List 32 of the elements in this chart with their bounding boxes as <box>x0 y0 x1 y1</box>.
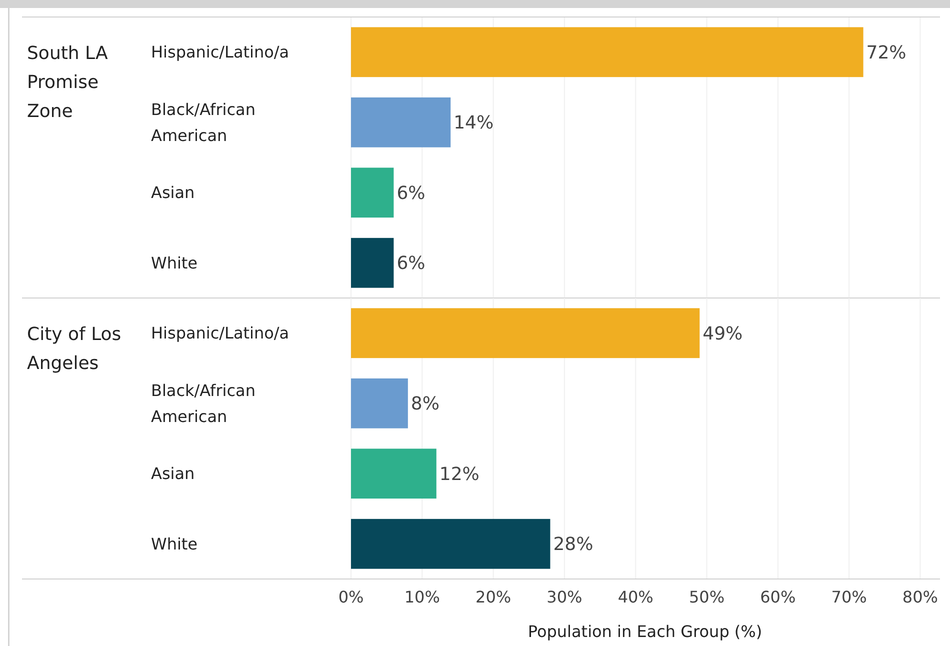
bar <box>351 448 436 499</box>
y-tick-label: Asian <box>151 464 195 484</box>
data-label: 14% <box>454 112 494 134</box>
bar <box>351 308 700 358</box>
data-label: 49% <box>702 323 743 344</box>
data-label: 6% <box>396 182 426 204</box>
x-tick-label: 30% <box>546 587 582 606</box>
x-tick-label: 50% <box>688 587 725 606</box>
x-tick-label: 80% <box>902 587 938 606</box>
bar <box>351 378 408 428</box>
y-tick-label: White <box>151 253 198 272</box>
y-tick-label: Hispanic/Latino/a <box>151 42 290 62</box>
text: City of Los Angeles <box>27 324 122 374</box>
text: South LA Promise Zone <box>27 43 108 122</box>
x-tick-label: 40% <box>618 587 654 606</box>
y-tick-label: Hispanic/Latino/a <box>151 324 290 343</box>
bar <box>351 518 550 569</box>
data-label: 8% <box>410 394 440 415</box>
y-tick-label: Black/African American <box>151 100 256 145</box>
x-tick-label: 70% <box>831 587 867 606</box>
x-tick-label: 20% <box>476 587 512 606</box>
y-tick-label: White <box>151 534 198 554</box>
x-tick-label: 0% <box>338 587 364 606</box>
y-tick-label: Asian <box>151 183 195 202</box>
y-tick-label: Black/African American <box>151 380 256 426</box>
x-tick-label: 60% <box>760 587 796 606</box>
data-label: 72% <box>866 42 906 64</box>
x-tick-label: 10% <box>404 587 440 606</box>
data-label: 28% <box>553 534 594 556</box>
x-axis-title: Population in Each Group (%) <box>528 622 762 641</box>
data-label: 12% <box>439 464 480 485</box>
data-label: 6% <box>396 253 426 274</box>
